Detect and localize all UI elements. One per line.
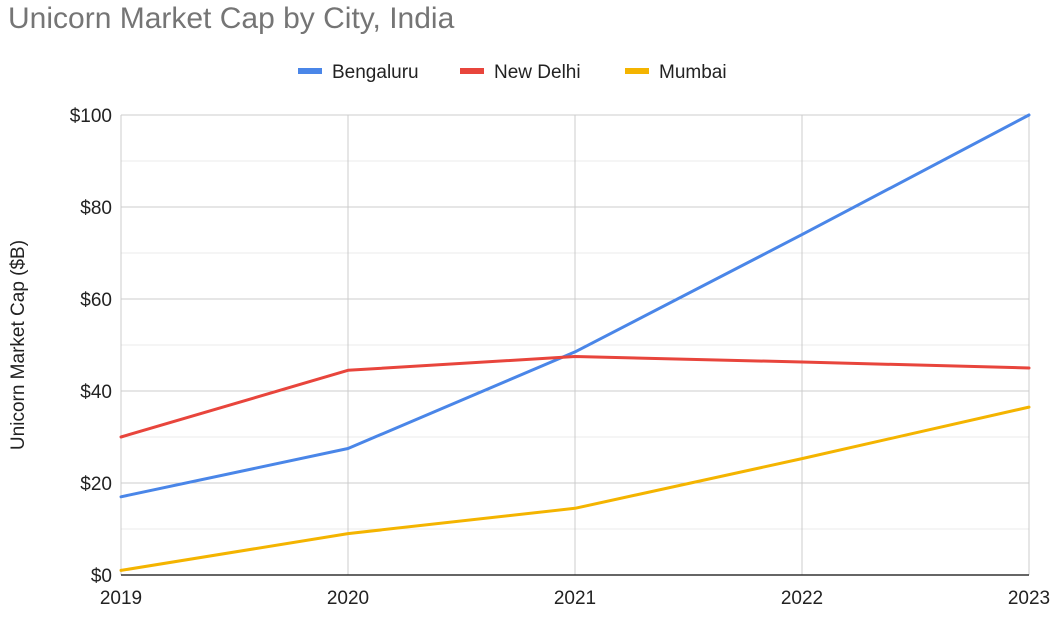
series-line-bengaluru xyxy=(119,113,1031,499)
legend-item-mumbai: Mumbai xyxy=(625,62,727,83)
y-tick-label: $80 xyxy=(80,198,112,219)
y-tick-label: $40 xyxy=(80,382,112,403)
legend-label: New Delhi xyxy=(494,62,581,83)
x-tick-label: 2020 xyxy=(327,588,369,609)
legend-label: Bengaluru xyxy=(332,62,419,83)
y-tick-label: $0 xyxy=(91,566,112,587)
legend: Bengaluru New Delhi Mumbai xyxy=(298,62,727,83)
legend-label: Mumbai xyxy=(659,62,727,83)
y-tick-label: $20 xyxy=(80,474,112,495)
y-tick-label: $100 xyxy=(70,106,112,127)
x-tick-label: 2019 xyxy=(100,588,142,609)
x-axis-ticks: 2019 2020 2021 2022 2023 xyxy=(100,588,1050,609)
legend-item-new-delhi: New Delhi xyxy=(460,62,581,83)
chart-title: Unicorn Market Cap by City, India xyxy=(8,2,455,35)
series-line-mumbai xyxy=(119,405,1031,572)
y-tick-label: $60 xyxy=(80,290,112,311)
series-lines xyxy=(119,113,1031,572)
x-tick-label: 2021 xyxy=(554,588,596,609)
series-line-new-delhi xyxy=(119,355,1031,439)
x-tick-label: 2023 xyxy=(1008,588,1050,609)
legend-item-bengaluru: Bengaluru xyxy=(298,62,419,83)
x-tick-label: 2022 xyxy=(781,588,823,609)
y-axis-label: Unicorn Market Cap ($B) xyxy=(8,240,29,450)
y-axis-ticks: $0 $20 $40 $60 $80 $100 xyxy=(70,106,112,587)
gridlines xyxy=(120,114,1030,575)
